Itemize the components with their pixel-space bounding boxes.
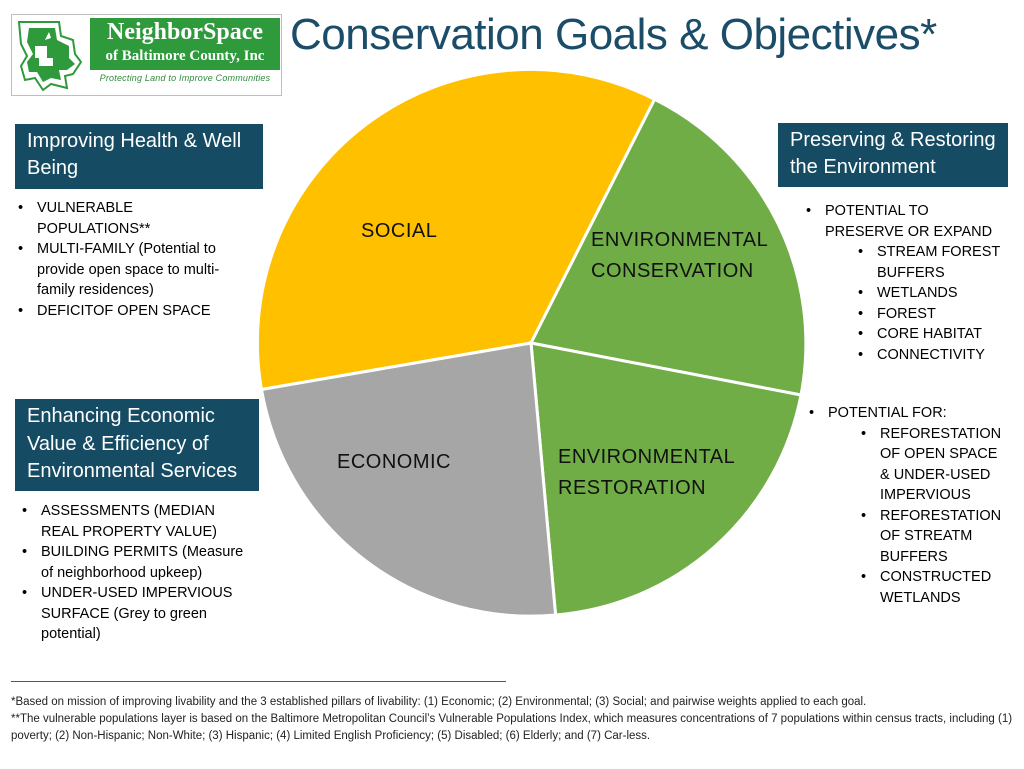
neighborspace-logo: NeighborSpace of Baltimore County, Inc P… xyxy=(11,14,282,96)
pie-label-economic: ECONOMIC xyxy=(337,451,451,473)
list-item: CONSTRUCTED WETLANDS xyxy=(858,567,1011,608)
footnote-divider xyxy=(11,681,506,682)
footnote-1: *Based on mission of improving livabilit… xyxy=(11,696,867,708)
pie-segment-economic xyxy=(259,341,558,618)
logo-tagline: Protecting Land to Improve Communities xyxy=(99,73,271,83)
footnote-2: **The vulnerable populations layer is ba… xyxy=(11,713,1013,742)
economic-header: Enhancing Economic Value & Efficiency of… xyxy=(15,399,259,491)
list-item: FOREST xyxy=(855,304,1008,325)
preserve-sublist: STREAM FOREST BUFFERS WETLANDS FOREST CO… xyxy=(825,242,1008,365)
list-item: CORE HABITAT xyxy=(855,324,1008,345)
restore-list: POTENTIAL FOR: REFORESTATION OF OPEN SPA… xyxy=(806,403,1011,608)
list-item: REFORESTATION OF STREATM BUFFERS xyxy=(858,506,1011,568)
page-title: Conservation Goals & Objectives* xyxy=(290,10,937,59)
list-item: REFORESTATION OF OPEN SPACE & UNDER-USED… xyxy=(858,424,1011,506)
preserve-list: POTENTIAL TO PRESERVE OR EXPAND STREAM F… xyxy=(803,201,1008,365)
list-item: POTENTIAL FOR: REFORESTATION OF OPEN SPA… xyxy=(806,403,1011,608)
restore-intro: POTENTIAL FOR: xyxy=(828,405,947,421)
list-item: VULNERABLE POPULATIONS** xyxy=(15,198,245,239)
logo-name-line1: NeighborSpace xyxy=(107,19,263,45)
logo-name-box: NeighborSpace of Baltimore County, Inc xyxy=(90,18,280,70)
pie-segment-social xyxy=(255,67,657,392)
list-item: DEFICITOF OPEN SPACE xyxy=(15,301,245,322)
health-list: VULNERABLE POPULATIONS** MULTI-FAMILY (P… xyxy=(15,198,245,321)
list-item: POTENTIAL TO PRESERVE OR EXPAND STREAM F… xyxy=(803,201,1008,365)
list-item: UNDER-USED IMPERVIOUS SURFACE (Grey to g… xyxy=(19,583,249,645)
logo-name-line2: of Baltimore County, Inc xyxy=(105,48,265,64)
preserve-header: Preserving & Restoring the Environment xyxy=(778,123,1008,187)
pie-label-social: SOCIAL xyxy=(361,220,437,242)
preserve-intro: POTENTIAL TO PRESERVE OR EXPAND xyxy=(825,203,993,240)
list-item: CONNECTIVITY xyxy=(855,345,1008,366)
list-item: ASSESSMENTS (MEDIAN REAL PROPERTY VALUE) xyxy=(19,501,249,542)
pie-segment-environmental-restoration xyxy=(529,341,803,617)
list-item: MULTI-FAMILY (Potential to provide open … xyxy=(15,239,245,301)
list-item: WETLANDS xyxy=(855,283,1008,304)
pie-label-environmental-conservation: ENVIRONMENTAL CONSERVATION xyxy=(591,229,774,282)
pie-label-environmental-restoration: ENVIRONMENTAL RESTORATION xyxy=(558,446,741,499)
economic-list: ASSESSMENTS (MEDIAN REAL PROPERTY VALUE)… xyxy=(19,501,249,645)
baltimore-county-map-icon xyxy=(17,21,83,92)
health-header: Improving Health & Well Being xyxy=(15,124,263,189)
list-item: STREAM FOREST BUFFERS xyxy=(855,242,1008,283)
list-item: BUILDING PERMITS (Measure of neighborhoo… xyxy=(19,542,249,583)
restore-sublist: REFORESTATION OF OPEN SPACE & UNDER-USED… xyxy=(828,424,1011,609)
